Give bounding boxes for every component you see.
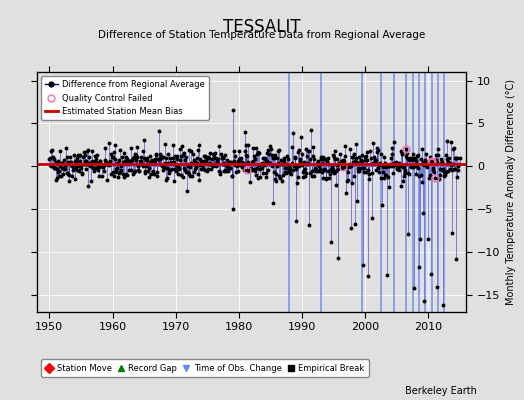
Text: Berkeley Earth: Berkeley Earth bbox=[405, 386, 477, 396]
Text: TESSALIT: TESSALIT bbox=[223, 18, 301, 36]
Legend: Station Move, Record Gap, Time of Obs. Change, Empirical Break: Station Move, Record Gap, Time of Obs. C… bbox=[41, 359, 369, 377]
Text: Difference of Station Temperature Data from Regional Average: Difference of Station Temperature Data f… bbox=[99, 30, 425, 40]
Y-axis label: Monthly Temperature Anomaly Difference (°C): Monthly Temperature Anomaly Difference (… bbox=[506, 79, 516, 305]
